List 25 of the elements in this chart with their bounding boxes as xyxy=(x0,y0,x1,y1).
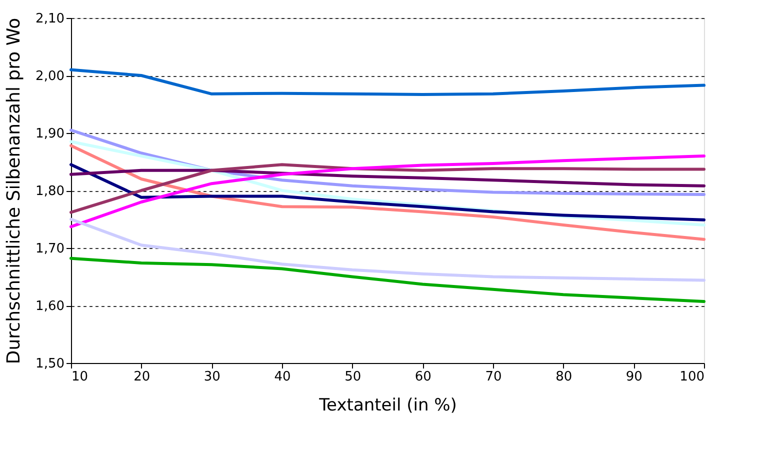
y-tick-label: 1,50 xyxy=(36,356,64,372)
line-series xyxy=(70,68,706,96)
x-axis-title: Textanteil (in %) xyxy=(318,396,457,416)
y-axis-title: Durchschnittliche Silbenanzahl pro Wo xyxy=(4,18,25,364)
line-series xyxy=(70,218,706,282)
y-tick-label: 1,90 xyxy=(36,126,64,142)
x-tick-label: 50 xyxy=(344,370,362,384)
x-tick-label: 20 xyxy=(134,370,150,384)
y-tick-label: 2,00 xyxy=(36,69,64,84)
x-tick-label: 90 xyxy=(626,370,642,384)
x-tick-label: 40 xyxy=(274,370,291,384)
x-tick-label: 70 xyxy=(485,370,502,384)
x-tick-label: 100 xyxy=(680,370,704,384)
x-tick-label: 60 xyxy=(414,370,432,384)
y-tick-label: 1,60 xyxy=(36,299,64,314)
y-tick-label: 1,70 xyxy=(36,242,64,256)
x-tick-label: 10 xyxy=(72,370,88,384)
y-tick-label: 2,10 xyxy=(36,12,64,26)
line-series xyxy=(70,168,706,188)
x-tick-label: 80 xyxy=(556,370,572,384)
line-series xyxy=(70,154,706,228)
line-series xyxy=(70,256,706,303)
y-tick-label: 1,80 xyxy=(36,184,64,199)
line-series xyxy=(70,144,706,241)
x-tick-label: 30 xyxy=(204,370,220,384)
